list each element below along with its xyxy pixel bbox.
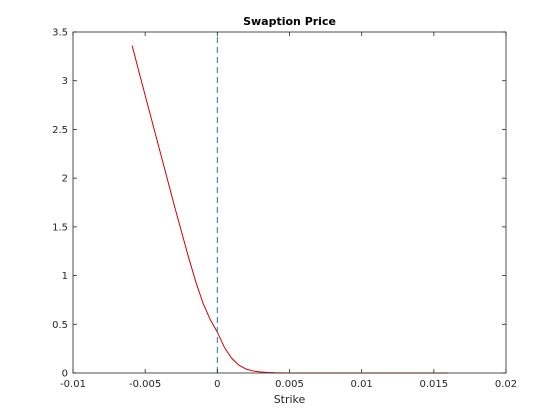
x-tick-label: 0.01 [351, 379, 373, 390]
y-tick-label: 0.5 [52, 320, 68, 331]
y-tick-label: 3 [62, 76, 68, 87]
x-tick-label: -0.005 [129, 379, 161, 390]
y-tick-label: 3.5 [52, 28, 68, 39]
x-tick-label: 0.02 [495, 379, 517, 390]
x-tick-label: 0 [214, 379, 220, 390]
y-axis: 0 0.5 1 1.5 2 2.5 3 3.5 [52, 28, 506, 380]
y-tick-label: 0 [62, 369, 68, 380]
x-tick-label: 0.005 [275, 379, 304, 390]
x-tick-label: 0.015 [420, 379, 449, 390]
chart-title: Swaption Price [243, 15, 336, 28]
y-tick-label: 2 [62, 174, 68, 185]
y-tick-label: 1 [62, 271, 68, 282]
y-tick-label: 2.5 [52, 125, 68, 136]
x-tick-label: -0.01 [60, 379, 86, 390]
plot-area-background [73, 32, 506, 373]
x-axis: -0.01 -0.005 0 0.005 0.01 0.015 0.02 [60, 32, 517, 390]
x-axis-label: Strike [274, 393, 306, 406]
y-tick-label: 1.5 [52, 222, 68, 233]
